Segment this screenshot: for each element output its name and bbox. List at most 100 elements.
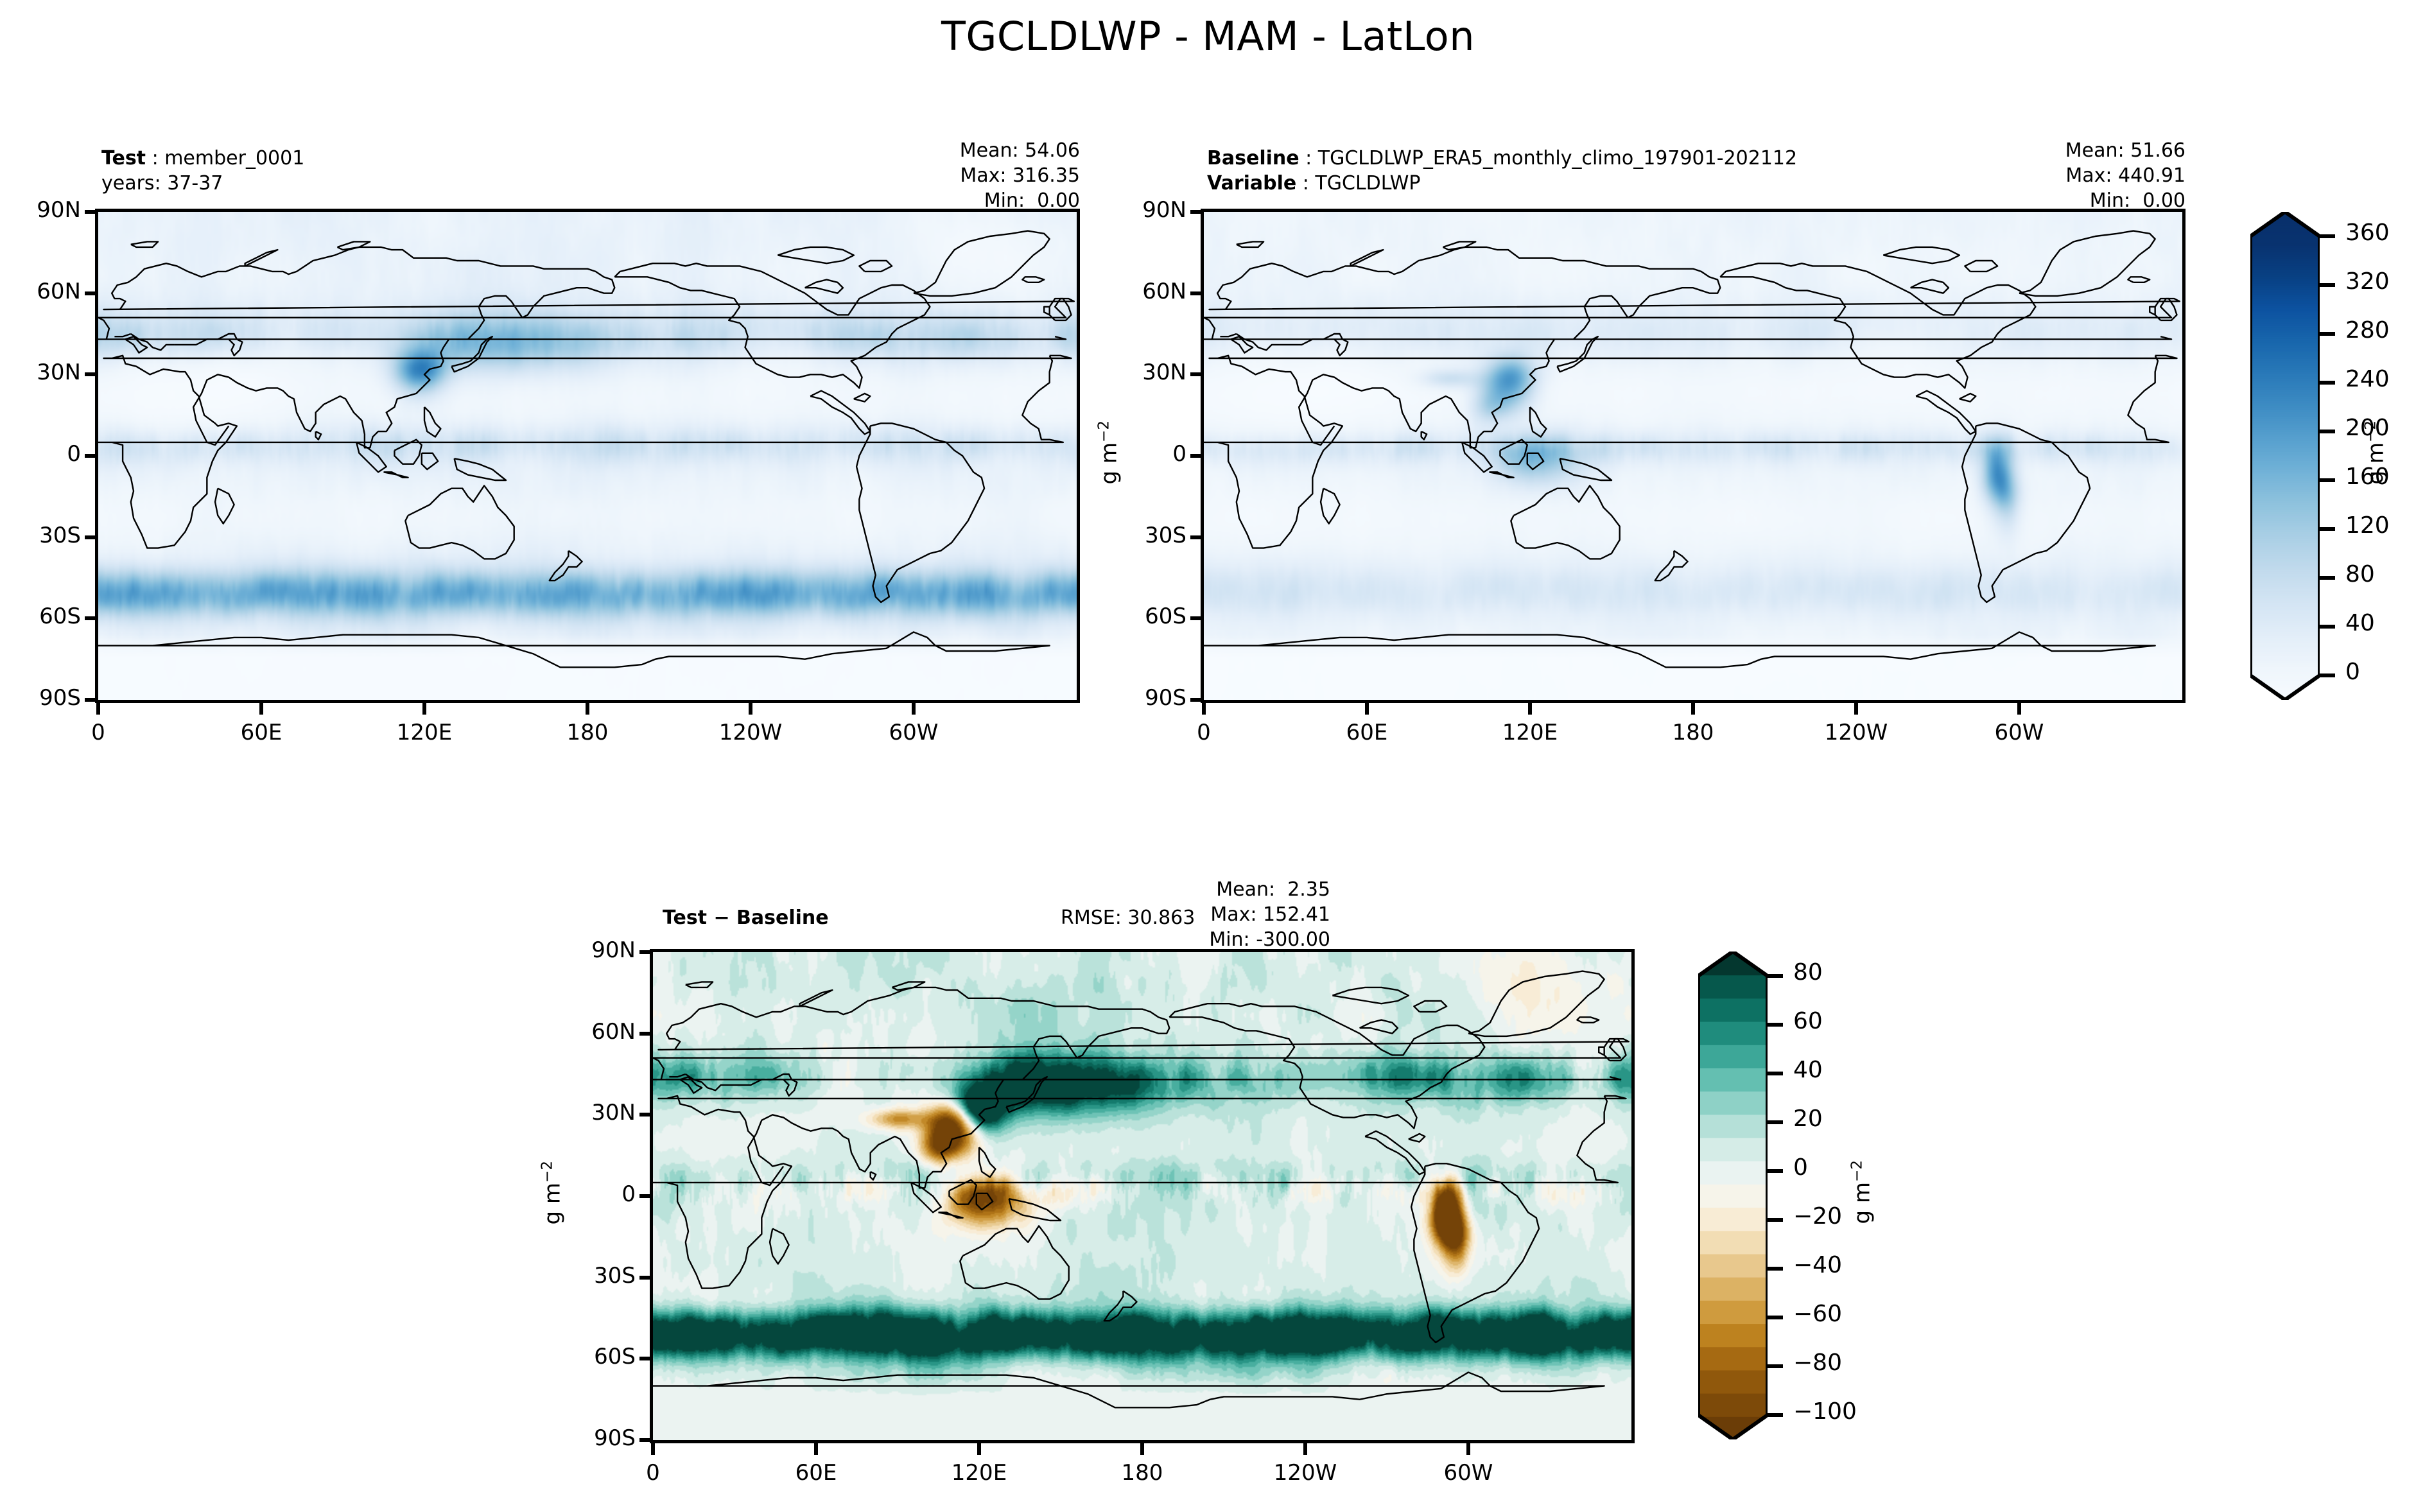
panel-test-header: Test : member_0001 years: 37-37 — [101, 146, 304, 196]
colorbar-tick-label: −60 — [1793, 1301, 1842, 1327]
lat-tick-label: 90N — [37, 197, 81, 223]
lat-tick-label: 0 — [67, 441, 81, 467]
panel-baseline-stats: Mean: 51.66 Max: 440.91 Min: 0.00 — [1916, 138, 2186, 213]
colorbar-gradient — [1698, 952, 1768, 1439]
lat-tick-label: 60N — [1142, 278, 1186, 304]
lon-tickmark — [2017, 700, 2021, 715]
colorbar-tick-label: 0 — [2345, 659, 2360, 685]
lon-tickmark — [96, 700, 100, 715]
lat-tick-label: 30S — [1145, 522, 1186, 548]
colorbar-tickmark — [1768, 1267, 1783, 1271]
lat-tickmark — [1190, 616, 1203, 621]
lat-tick-label: 90S — [1145, 685, 1186, 711]
stat-line: Min: -300.00 — [1209, 928, 1330, 951]
lon-tickmark — [977, 1441, 981, 1455]
colorbar-tickmark — [1768, 1169, 1783, 1173]
lat-tick-label: 0 — [1172, 441, 1186, 467]
colorbar-tick-label: 280 — [2345, 317, 2390, 343]
colorbar-main-label: g m−2 — [2362, 420, 2389, 485]
lon-tick-label: 60W — [1994, 720, 2044, 745]
colorbar-tickmark — [2320, 478, 2335, 482]
stat-line: Max: 152.41 — [1210, 903, 1330, 926]
colorbar-tick-label: 40 — [1793, 1057, 1823, 1083]
lon-tick-label: 60E — [1346, 720, 1388, 745]
panel-difference-stats: Mean: 2.35 Max: 152.41 Min: -300.00 — [1061, 877, 1330, 952]
lon-tick-label: 120E — [951, 1460, 1007, 1486]
colorbar-tickmark — [1768, 974, 1783, 978]
panel-difference-rmse: RMSE: 30.863 — [1061, 907, 1195, 929]
baseline-variable-line: Variable : TGCLDLWP — [1207, 172, 1421, 195]
colorbar-tickmark — [1768, 1364, 1783, 1368]
lat-tickmark — [85, 210, 98, 214]
lon-tickmark — [586, 700, 589, 715]
lon-tickmark — [259, 700, 263, 715]
colorbar-tickmark — [1768, 1072, 1783, 1075]
colorbar-gradient — [2250, 212, 2320, 700]
coastlines — [653, 952, 1631, 1440]
lat-tick-label: 30N — [37, 360, 81, 386]
lon-tick-label: 120W — [1824, 720, 1888, 745]
lon-tickmark — [1140, 1441, 1144, 1455]
colorbar-tickmark — [2320, 576, 2335, 580]
map-area — [98, 212, 1077, 700]
units-exponent: −2 — [539, 1160, 556, 1183]
lon-tick-label: 0 — [646, 1460, 660, 1486]
lon-tick-label: 60E — [240, 720, 282, 745]
coastlines — [1204, 212, 2182, 700]
colorbar-tickmark — [2320, 527, 2335, 531]
lon-tick-label: 120E — [396, 720, 453, 745]
lat-tickmark — [85, 291, 98, 295]
colorbar-tick-label: 60 — [1793, 1008, 1823, 1034]
colorbar-tick-label: 20 — [1793, 1106, 1823, 1132]
units-exponent: −2 — [2362, 420, 2379, 442]
lat-tickmark — [639, 1113, 652, 1117]
colorbar-tickmark — [2320, 283, 2335, 287]
lat-tickmark — [1190, 372, 1203, 377]
lat-tick-label: 60S — [39, 604, 81, 630]
lat-tickmark — [1190, 698, 1203, 702]
colorbar-main — [2250, 212, 2320, 700]
lon-tickmark — [1528, 700, 1532, 715]
lon-tick-label: 0 — [1197, 720, 1211, 745]
lat-tick-label: 30N — [591, 1100, 636, 1126]
lat-tickmark — [85, 454, 98, 458]
lon-tick-label: 180 — [1672, 720, 1714, 745]
lon-tick-label: 180 — [566, 720, 609, 745]
stat-line: Max: 316.35 — [960, 164, 1080, 187]
lon-tickmark — [749, 700, 752, 715]
stat-line: Max: 440.91 — [2065, 164, 2186, 187]
stat-line: Min: 0.00 — [2089, 189, 2186, 212]
colorbar-tick-label: 0 — [1793, 1154, 1808, 1181]
difference-ylabel: g m−2 — [539, 1160, 566, 1225]
lat-tick-label: 30N — [1142, 360, 1186, 386]
panel-baseline-map — [1201, 209, 2186, 703]
lat-tick-label: 60S — [1145, 604, 1186, 630]
lon-tick-label: 60W — [1443, 1460, 1493, 1486]
baseline-ylabel: g m−2 — [1095, 420, 1122, 485]
colorbar-tickmark — [2320, 430, 2335, 433]
colorbar-tick-label: 320 — [2345, 268, 2390, 295]
lat-tickmark — [85, 616, 98, 621]
colorbar-tick-label: 80 — [2345, 561, 2375, 587]
colorbar-tick-label: −40 — [1793, 1252, 1842, 1278]
colorbar-tick-label: 40 — [2345, 610, 2375, 636]
lon-tickmark — [1691, 700, 1695, 715]
lon-tickmark — [651, 1441, 655, 1455]
colorbar-tick-label: 80 — [1793, 959, 1823, 986]
lat-tick-label: 0 — [621, 1181, 636, 1207]
lon-tickmark — [422, 700, 426, 715]
lat-tickmark — [1190, 454, 1203, 458]
lat-tickmark — [639, 950, 652, 954]
baseline-source-line: Baseline : TGCLDLWP_ERA5_monthly_climo_1… — [1207, 147, 1798, 169]
colorbar-tickmark — [2320, 381, 2335, 385]
lon-tick-label: 0 — [91, 720, 105, 745]
colorbar-tickmark — [1768, 1413, 1783, 1417]
lat-tickmark — [639, 1438, 652, 1442]
lat-tickmark — [639, 1031, 652, 1036]
colorbar-tick-label: 200 — [2345, 415, 2390, 441]
lat-tickmark — [1190, 210, 1203, 214]
colorbar-tickmark — [2320, 332, 2335, 336]
colorbar-tick-label: −80 — [1793, 1350, 1842, 1376]
panel-test-stats: Mean: 54.06 Max: 316.35 Min: 0.00 — [810, 138, 1080, 213]
